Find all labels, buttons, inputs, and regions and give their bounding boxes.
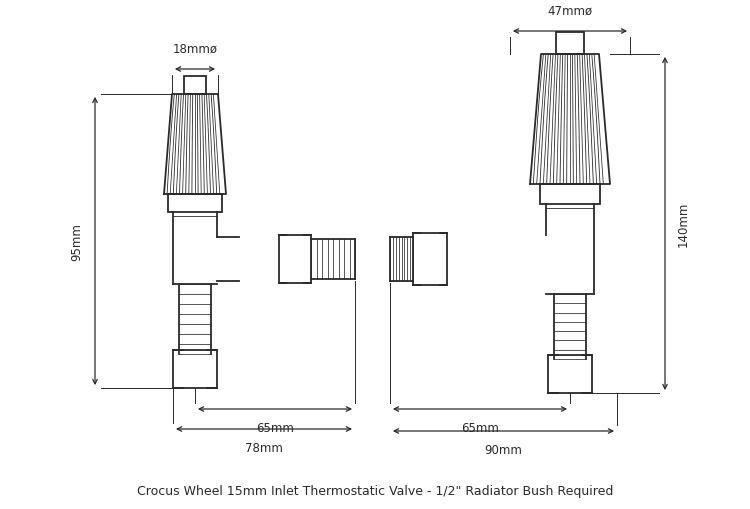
- Bar: [548, 355, 592, 393]
- Text: 95mm: 95mm: [70, 222, 83, 261]
- Text: 18mmø: 18mmø: [172, 43, 217, 56]
- Text: Crocus Wheel 15mm Inlet Thermostatic Valve - 1/2" Radiator Bush Required: Crocus Wheel 15mm Inlet Thermostatic Val…: [136, 485, 614, 497]
- Text: 78mm: 78mm: [245, 441, 283, 454]
- Bar: [279, 236, 311, 284]
- Bar: [556, 33, 584, 55]
- Text: 65mm: 65mm: [256, 421, 294, 434]
- Bar: [168, 194, 222, 213]
- Bar: [184, 77, 206, 95]
- Text: 65mm: 65mm: [461, 421, 499, 434]
- Text: 47mmø: 47mmø: [548, 5, 592, 18]
- Bar: [413, 234, 447, 286]
- Bar: [173, 350, 217, 388]
- Text: 90mm: 90mm: [484, 443, 523, 456]
- Text: 140mm: 140mm: [676, 202, 689, 247]
- Bar: [540, 185, 600, 205]
